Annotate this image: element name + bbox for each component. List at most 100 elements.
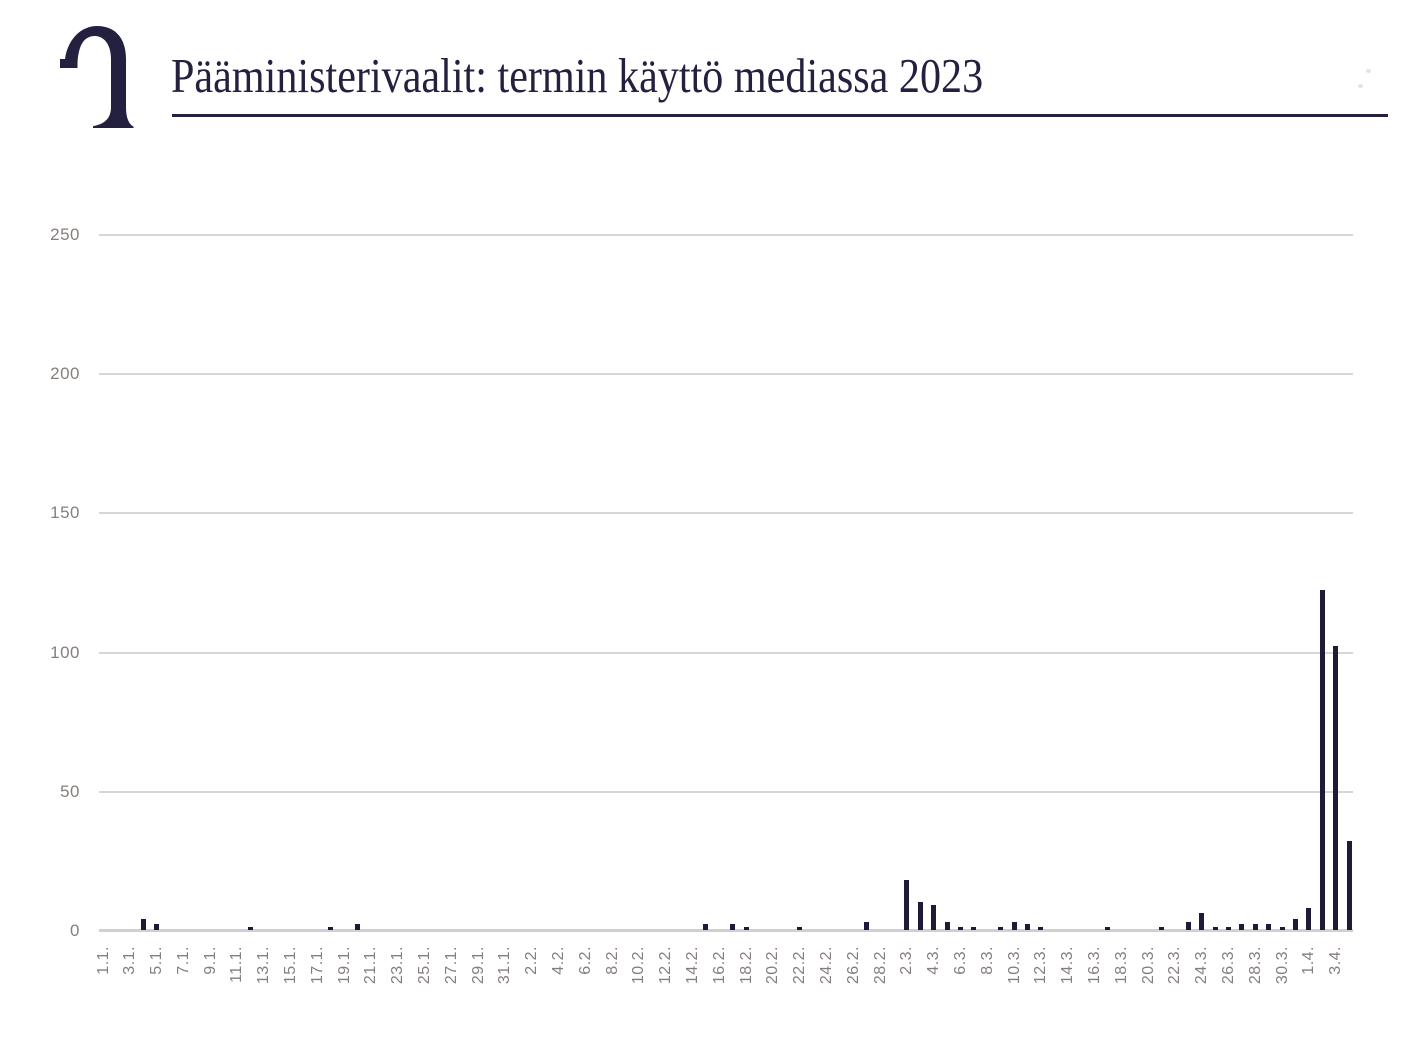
x-tick-label: 28.2. [871, 946, 889, 985]
x-tick-label: 29.1. [469, 946, 487, 985]
page-title: Pääministerivaalit: termin käyttö medias… [171, 48, 984, 103]
bar [797, 927, 803, 930]
x-axis: 1.1. 3.1. 5.1. 7.1. 9.1. 11.1. 13.1. 15.1. 17.1.… [95, 946, 1353, 1036]
bar [730, 924, 736, 930]
x-tick-label: 10.2. [630, 946, 648, 985]
bar [944, 921, 950, 930]
x-tick-label: 14.2. [684, 946, 701, 985]
faint-smudge-icon [1358, 84, 1363, 88]
x-tick-label: 1.1. [94, 946, 112, 975]
x-tick-label: 11.1. [228, 946, 246, 983]
x-tick-label: 16.2. [710, 946, 728, 985]
bar [1011, 921, 1017, 930]
bar [917, 902, 923, 930]
x-tick-label: 13.1. [255, 946, 273, 985]
x-tick-label: 14.3. [1059, 946, 1077, 985]
bar [743, 927, 749, 930]
y-tick-label: 50 [60, 781, 80, 801]
x-tick-label: 28.3. [1246, 946, 1264, 985]
y-tick-label: 0 [70, 921, 80, 940]
bar [864, 921, 870, 930]
x-tick-label: 3.4. [1327, 946, 1345, 975]
x-tick-label: 6.2. [576, 946, 594, 975]
bar [904, 879, 910, 930]
x-tick-label: 12.2. [657, 946, 675, 985]
gridline [99, 651, 1353, 654]
x-tick-label: 27.1. [442, 946, 460, 985]
x-tick-label: 16.3. [1085, 946, 1103, 985]
bar [1279, 927, 1285, 930]
x-tick-label: 3.1. [121, 946, 139, 975]
gridline [99, 512, 1353, 515]
x-tick-label: 20.3. [1139, 946, 1157, 985]
bar [1333, 646, 1339, 930]
x-tick-label: 26.3. [1219, 946, 1237, 985]
bar [931, 904, 937, 930]
bar [154, 924, 160, 930]
bar [1292, 918, 1298, 930]
x-tick-label: 30.3. [1273, 946, 1291, 985]
x-tick-label: 12.3. [1032, 946, 1050, 985]
bar [247, 927, 253, 930]
x-tick-label: 4.2. [550, 946, 568, 975]
bar [998, 927, 1004, 930]
x-tick-label: 24.2. [817, 946, 835, 985]
r-monogram-icon [60, 26, 134, 128]
x-tick-label: 18.2. [737, 946, 755, 985]
plot-area [99, 234, 1353, 932]
bar [1239, 924, 1245, 930]
bar [1266, 924, 1272, 930]
y-axis: 0 50 100 150 200 250 [0, 225, 80, 940]
gridline [99, 790, 1353, 793]
x-tick-label: 7.1. [174, 946, 192, 975]
x-tick-label: 22.2. [791, 946, 809, 985]
x-tick-label: 2.2. [523, 946, 541, 975]
bar [1346, 840, 1352, 930]
bar [140, 918, 146, 930]
x-tick-label: 20.2. [764, 946, 782, 985]
bar [1212, 927, 1218, 930]
x-tick-label: 19.1. [335, 946, 353, 985]
bar [1185, 921, 1191, 930]
bar [1252, 924, 1258, 930]
gridline [99, 234, 1353, 236]
bar [957, 927, 963, 930]
bar [1024, 924, 1030, 930]
x-tick-label: 24.3. [1193, 946, 1211, 985]
x-tick-label: 10.3. [1005, 946, 1023, 985]
logo [57, 22, 135, 130]
x-tick-label: 26.2. [844, 946, 862, 985]
bar [355, 924, 361, 930]
y-tick-label: 100 [50, 642, 80, 662]
x-tick-label: 18.3. [1112, 946, 1130, 985]
y-tick-label: 150 [50, 503, 80, 523]
x-tick-label: 15.1. [282, 946, 300, 985]
x-tick-label: 8.3. [978, 946, 996, 975]
bar [1306, 907, 1312, 930]
x-tick-label: 31.1. [496, 946, 514, 985]
x-tick-label: 17.1. [308, 946, 326, 985]
x-tick-label: 8.2. [603, 946, 621, 975]
bar [328, 927, 334, 930]
x-tick-label: 23.1. [389, 946, 407, 985]
x-tick-label: 21.1. [362, 946, 380, 985]
bar [1199, 913, 1205, 930]
x-tick-label: 22.3. [1166, 946, 1184, 985]
title-underline [172, 114, 1388, 117]
bar [703, 924, 709, 930]
x-axis-line [99, 929, 1353, 932]
y-tick-label: 200 [50, 364, 80, 384]
bar [971, 927, 977, 930]
gridline [99, 373, 1353, 376]
x-tick-label: 5.1. [148, 946, 166, 975]
x-tick-label: 6.3. [951, 946, 969, 975]
bar [1319, 590, 1325, 930]
bar [1225, 927, 1231, 930]
faint-smudge-icon [1366, 69, 1371, 73]
y-tick-label: 250 [50, 225, 80, 244]
bar [1158, 927, 1164, 930]
bar [1038, 927, 1044, 930]
x-tick-label: 2.3. [898, 946, 916, 975]
